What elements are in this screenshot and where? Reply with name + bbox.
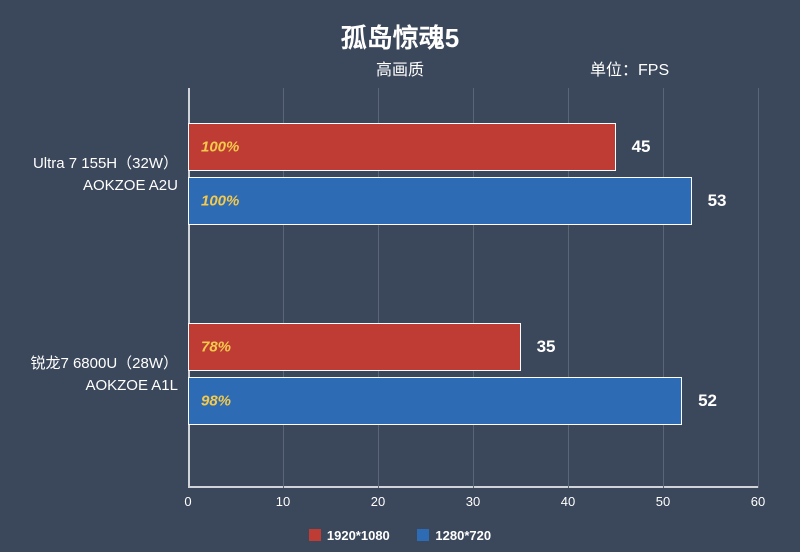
x-tick-label: 10	[276, 494, 290, 509]
x-tick-label: 60	[751, 494, 765, 509]
legend-label-2: 1280*720	[435, 528, 491, 543]
bar: 98%52	[188, 377, 682, 425]
plot-area: 100%45100%5378%3598%52	[188, 88, 758, 488]
bar-percent: 98%	[201, 393, 231, 410]
legend-label-1080p: 1920*1080	[327, 528, 390, 543]
x-tick-label: 30	[466, 494, 480, 509]
bar-percent: 78%	[201, 339, 231, 356]
bar-value: 35	[537, 337, 556, 357]
chart-title: 孤岛惊魂5	[0, 18, 800, 55]
bar-value: 53	[708, 191, 727, 211]
legend-item-720p: 1280*720	[417, 528, 491, 543]
legend: 1920*1080 1280*720	[0, 528, 800, 545]
x-tick-label: 0	[184, 494, 191, 509]
legend-swatch-720p	[417, 529, 429, 541]
bar-percent: 100%	[201, 193, 239, 210]
x-tick-label: 20	[371, 494, 385, 509]
bar-value: 45	[632, 137, 651, 157]
chart-container: 孤岛惊魂5 高画质 单位：FPS 100%45100%5378%3598%52 …	[0, 0, 800, 552]
group-label: 锐龙7 6800U（28W）AOKZOE A1L	[8, 353, 178, 397]
bar-percent: 100%	[201, 139, 239, 156]
legend-swatch-1080p	[309, 529, 321, 541]
bar: 100%45	[188, 123, 616, 171]
x-tick-label: 50	[656, 494, 670, 509]
x-tick-label: 40	[561, 494, 575, 509]
bar: 78%35	[188, 323, 521, 371]
chart-subtitle: 高画质	[0, 56, 800, 80]
legend-item-1080p: 1920*1080	[309, 528, 390, 543]
gridline	[758, 88, 759, 488]
group-label: Ultra 7 155H（32W）AOKZOE A2U	[8, 153, 178, 197]
bar: 100%53	[188, 177, 692, 225]
gridline	[663, 88, 664, 488]
unit-label: 单位：FPS	[590, 56, 669, 80]
bar-value: 52	[698, 391, 717, 411]
